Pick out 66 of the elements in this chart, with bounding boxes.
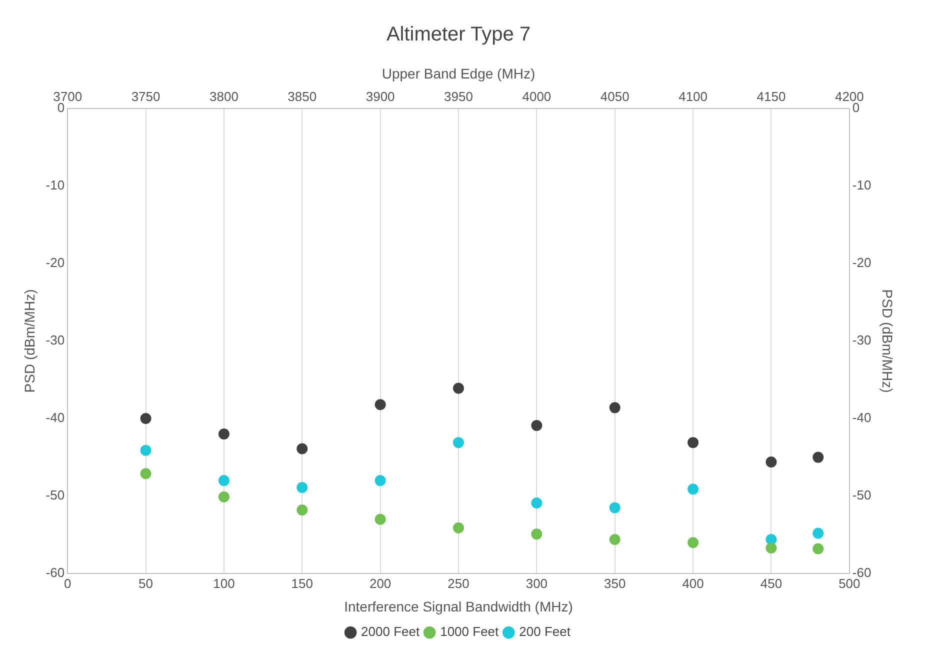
point — [688, 537, 699, 548]
point — [812, 452, 824, 463]
y2-axis-title: PSD (dBm/MHz) — [880, 289, 896, 393]
y-tick-label: -50 — [46, 488, 65, 503]
legend-label: 1000 Feet — [440, 624, 500, 640]
point — [218, 491, 230, 502]
x-tick-label: 150 — [291, 576, 313, 591]
x-tick-label: 100 — [213, 576, 235, 591]
point — [766, 542, 777, 554]
point — [453, 437, 464, 448]
x2-tick-label: 4150 — [756, 89, 786, 104]
point — [812, 528, 824, 539]
y2-tick-label: -10 — [852, 178, 872, 193]
point — [140, 413, 152, 424]
x2-tick-label: 3850 — [288, 89, 317, 104]
y2-tick-label: -50 — [852, 488, 872, 503]
x2-tick-label: 4050 — [600, 89, 630, 104]
point — [374, 475, 386, 486]
x-tick-label: 350 — [604, 576, 626, 591]
point — [453, 522, 464, 534]
x2-tick-label: 3800 — [209, 89, 238, 104]
y-axis-title: PSD (dBm/MHz) — [21, 289, 38, 393]
y2-tick-label: -30 — [852, 332, 872, 348]
y2-tick-label: -40 — [852, 410, 872, 426]
x-axis-title: Interference Signal Bandwidth (MHz) — [344, 598, 573, 614]
point — [812, 543, 824, 554]
point — [531, 420, 542, 432]
point — [296, 482, 308, 494]
point — [218, 475, 230, 486]
chart-title: Altimeter Type 7 — [386, 24, 531, 46]
y-tick-label: -10 — [46, 178, 65, 193]
y-tick-label: -60 — [46, 565, 65, 580]
x-tick-label: 400 — [682, 576, 704, 591]
point — [296, 443, 308, 454]
point — [531, 528, 542, 540]
x-tick-label: 250 — [448, 576, 470, 591]
point — [218, 428, 230, 440]
x2-tick-label: 4000 — [522, 89, 552, 104]
point — [688, 437, 699, 448]
y2-tick-label: -20 — [852, 255, 872, 270]
point — [766, 456, 777, 468]
point — [374, 399, 386, 410]
x2-tick-label: 4100 — [678, 89, 708, 104]
legend-label: 200 Feet — [519, 624, 571, 640]
x2-axis-title: Upper Band Edge (MHz) — [382, 65, 536, 82]
y-tick-label: -30 — [46, 332, 65, 348]
x2-tick-label: 3900 — [366, 89, 395, 104]
point — [609, 534, 620, 545]
point — [688, 484, 699, 495]
x2-tick-label: 3950 — [444, 89, 473, 104]
x2-tick-label: 3750 — [131, 89, 160, 104]
y-tick-label: -40 — [46, 410, 65, 426]
y-tick-label: -20 — [46, 255, 65, 270]
point — [453, 382, 464, 394]
point — [531, 498, 542, 509]
point — [140, 468, 152, 480]
x-tick-label: 200 — [369, 576, 392, 591]
point — [609, 402, 620, 414]
x-tick-label: 50 — [138, 576, 154, 591]
legend-label: 2000 Feet — [361, 624, 420, 640]
point — [140, 444, 152, 456]
point — [609, 502, 620, 514]
x-tick-label: 300 — [526, 576, 548, 591]
x-tick-label: 450 — [760, 576, 782, 591]
point — [374, 514, 386, 525]
point — [296, 504, 308, 516]
